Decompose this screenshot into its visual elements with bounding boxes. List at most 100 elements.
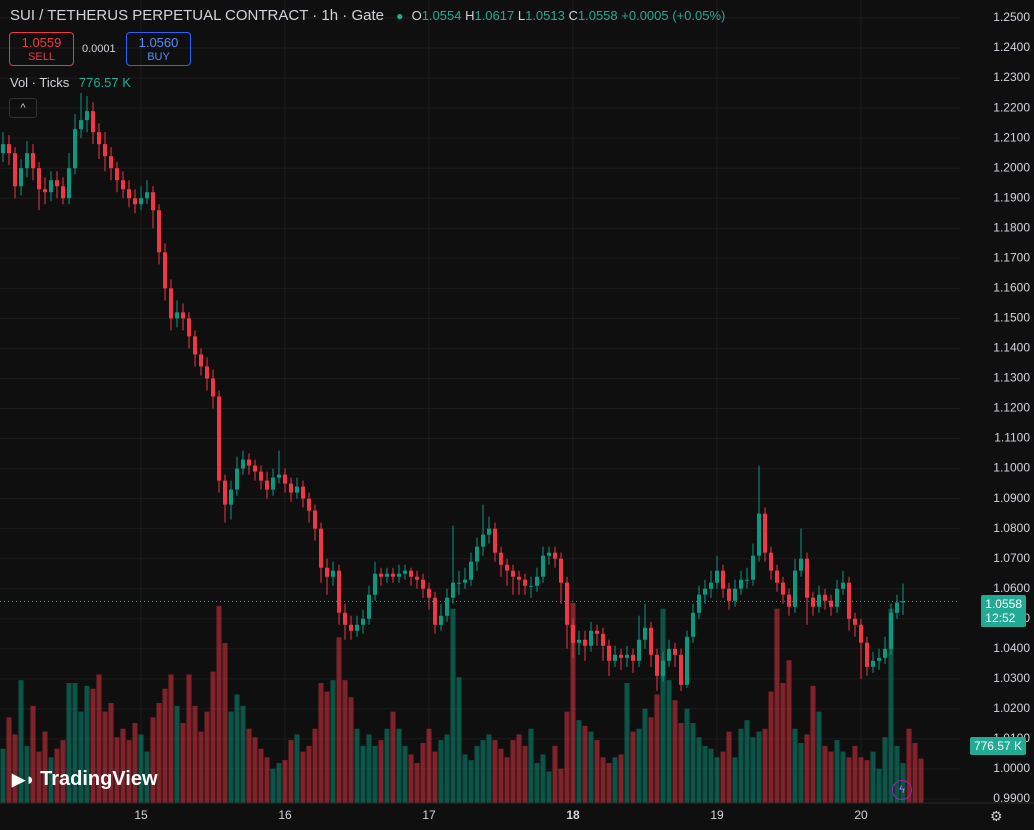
candle-body [157, 210, 161, 253]
candle-body [295, 486, 299, 493]
volume-bar [564, 711, 570, 803]
volume-bar [654, 694, 660, 803]
volume-bar [780, 683, 786, 803]
volume-bar [732, 757, 738, 803]
candle-body [601, 633, 605, 646]
candle-body [379, 573, 383, 577]
candle-body [541, 555, 545, 577]
candle-body [787, 594, 791, 607]
candle-body [355, 624, 359, 631]
volume-bar [522, 745, 528, 803]
candle-body [799, 558, 803, 571]
candle-body [529, 585, 533, 587]
volume-bar [36, 751, 42, 803]
candle-body [103, 144, 107, 157]
candle-body [241, 459, 245, 469]
candle-body [475, 546, 479, 562]
volume-bar [414, 763, 420, 803]
volume-bar [600, 757, 606, 803]
volume-bar [282, 760, 288, 803]
y-tick-label: 1.1400 [993, 341, 1030, 355]
y-tick-label: 1.1000 [993, 461, 1030, 475]
candle-body [325, 567, 329, 577]
volume-bar [138, 734, 144, 803]
candle-body [679, 654, 683, 685]
candle-body [1, 144, 5, 154]
y-tick-label: 1.0000 [993, 761, 1030, 775]
volume-bar [606, 763, 612, 803]
candle-body [13, 153, 17, 187]
candle-body [769, 552, 773, 571]
y-tick-label: 1.1500 [993, 311, 1030, 325]
candle-body [745, 579, 749, 581]
volume-bar [114, 737, 120, 803]
x-tick-label: 19 [710, 808, 724, 822]
volume-bar [18, 680, 24, 803]
candle-body [391, 573, 395, 577]
buy-button[interactable]: 1.0560 BUY [126, 32, 191, 66]
candle-body [835, 588, 839, 607]
sell-label: SELL [28, 51, 55, 63]
candle-body [643, 627, 647, 640]
volume-bar [126, 740, 132, 803]
candle-body [775, 570, 779, 583]
volume-bar [306, 745, 312, 803]
candle-body [625, 654, 629, 658]
candle-body [415, 576, 419, 580]
volume-bar [882, 737, 888, 803]
volume-bar [258, 748, 264, 803]
volume-bar [828, 751, 834, 803]
volume-bar [156, 703, 162, 803]
candle-body [715, 570, 719, 583]
volume-bar [816, 711, 822, 803]
volume-bar [48, 757, 54, 803]
y-tick-label: 0.9900 [993, 791, 1030, 805]
volume-bar [12, 734, 18, 803]
volume-bar [750, 737, 756, 803]
volume-bar [660, 608, 666, 803]
candle-body [499, 552, 503, 565]
candle-body [805, 558, 809, 598]
candle-body [733, 588, 737, 601]
volume-bar [54, 748, 60, 803]
candle-body [337, 570, 341, 613]
candle-body [253, 465, 257, 472]
collapse-button[interactable]: ^ [9, 98, 37, 118]
candle-body [55, 180, 59, 187]
volume-bar [594, 740, 600, 803]
volume-bar [0, 748, 6, 803]
buy-label: BUY [147, 51, 170, 63]
volume-bar [192, 705, 198, 803]
volume-bar [774, 608, 780, 803]
candle-body [877, 657, 881, 661]
symbol-title: SUI / TETHERUS PERPETUAL CONTRACT · 1h ·… [10, 7, 384, 24]
volume-bar [552, 745, 558, 803]
candle-body [583, 639, 587, 646]
candle-body [619, 654, 623, 658]
candle-body [349, 624, 353, 631]
sell-button[interactable]: 1.0559 SELL [9, 32, 74, 66]
candle-body [31, 153, 35, 169]
candle-body [343, 612, 347, 625]
volume-bar [642, 708, 648, 803]
candle-body [37, 168, 41, 190]
volume-bar [294, 734, 300, 803]
volume-bar [444, 734, 450, 803]
volume-bar [420, 743, 426, 803]
y-tick-label: 1.1900 [993, 190, 1030, 204]
volume-bar [6, 717, 12, 803]
candle-body [199, 354, 203, 367]
settings-button[interactable]: ⚙ [990, 808, 1003, 824]
volume-bar [90, 688, 96, 803]
volume-bar [78, 711, 84, 803]
volume-bar [186, 674, 192, 803]
volume-bar [516, 734, 522, 803]
volume-bar [366, 734, 372, 803]
candle-body [403, 570, 407, 574]
candle-body [211, 378, 215, 397]
candle-body [595, 630, 599, 634]
y-tick-label: 1.1600 [993, 281, 1030, 295]
lightning-button[interactable]: ϟ [892, 780, 912, 800]
volume-bar [252, 737, 258, 803]
